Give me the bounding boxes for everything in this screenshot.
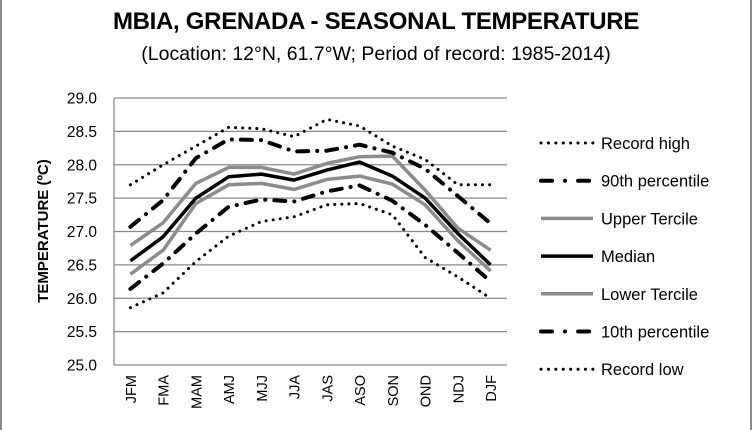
- x-axis-ticks: JFM FMA MAM AMJ MJJ JJA JAS ASO SON OND NDJ DJF: [124, 375, 500, 409]
- series-upper-tercile: [129, 154, 492, 252]
- legend-label: Record low: [601, 361, 684, 379]
- series-record-high: [128, 117, 493, 187]
- legend-label: 90th percentile: [601, 173, 709, 191]
- series-group: [128, 137, 493, 229]
- legend-label: Lower Tercile: [601, 286, 698, 304]
- chart-subtitle: (Location: 12°N, 61.7°W; Period of recor…: [141, 43, 611, 65]
- series-median: [129, 160, 492, 267]
- legend-label: Upper Tercile: [601, 210, 698, 228]
- x-tick-label: SON: [386, 375, 402, 406]
- x-tick-label: MJJ: [255, 375, 271, 402]
- series-group: [128, 117, 493, 187]
- series-group: [129, 154, 492, 252]
- x-tick-label: DJF: [484, 375, 500, 402]
- y-tick-label: 29.0: [67, 91, 98, 108]
- legend-label: Record high: [601, 135, 690, 153]
- series-lower-tercile: [129, 174, 492, 276]
- series-group: [128, 202, 493, 310]
- y-tick-label: 28.0: [67, 157, 98, 174]
- x-tick-label: JJA: [288, 375, 304, 400]
- series-group: [129, 174, 492, 276]
- legend-label: 10th percentile: [601, 324, 709, 342]
- series-10th-percentile: [128, 183, 493, 291]
- legend-label: Median: [601, 248, 655, 266]
- x-tick-label: ASO: [353, 375, 369, 406]
- x-tick-label: FMA: [157, 375, 173, 406]
- x-tick-label: NDJ: [451, 375, 467, 403]
- series-group: [129, 160, 492, 267]
- y-tick-label: 26.5: [67, 257, 97, 274]
- legend: Record high 90th percentile Upper Tercile M…: [539, 135, 709, 379]
- series-lines: [128, 117, 493, 310]
- y-tick-label: 28.5: [67, 124, 97, 141]
- y-tick-label: 26.0: [67, 291, 98, 308]
- gridlines: [113, 97, 507, 366]
- y-tick-label: 25.0: [67, 358, 98, 375]
- series-record-low: [128, 202, 493, 310]
- x-tick-label: MAM: [189, 375, 205, 409]
- series-90th-percentile: [128, 137, 493, 229]
- y-axis-ticks: 25.0 25.5 26.0 26.5 27.0 27.5 28.0 28.5 29.0: [67, 91, 98, 375]
- y-tick-label: 27.0: [67, 224, 98, 241]
- y-tick-label: 27.5: [67, 191, 97, 208]
- series-group: [128, 183, 493, 291]
- x-tick-label: JAS: [320, 375, 336, 402]
- x-tick-label: JFM: [124, 375, 140, 403]
- y-tick-label: 25.5: [67, 324, 97, 341]
- x-tick-label: AMJ: [222, 375, 238, 404]
- chart-title: MBIA, GRENADA - SEASONAL TEMPERATURE: [112, 8, 640, 35]
- y-axis-label: TEMPERATURE (ºC): [35, 159, 52, 303]
- x-tick-label: OND: [419, 375, 435, 407]
